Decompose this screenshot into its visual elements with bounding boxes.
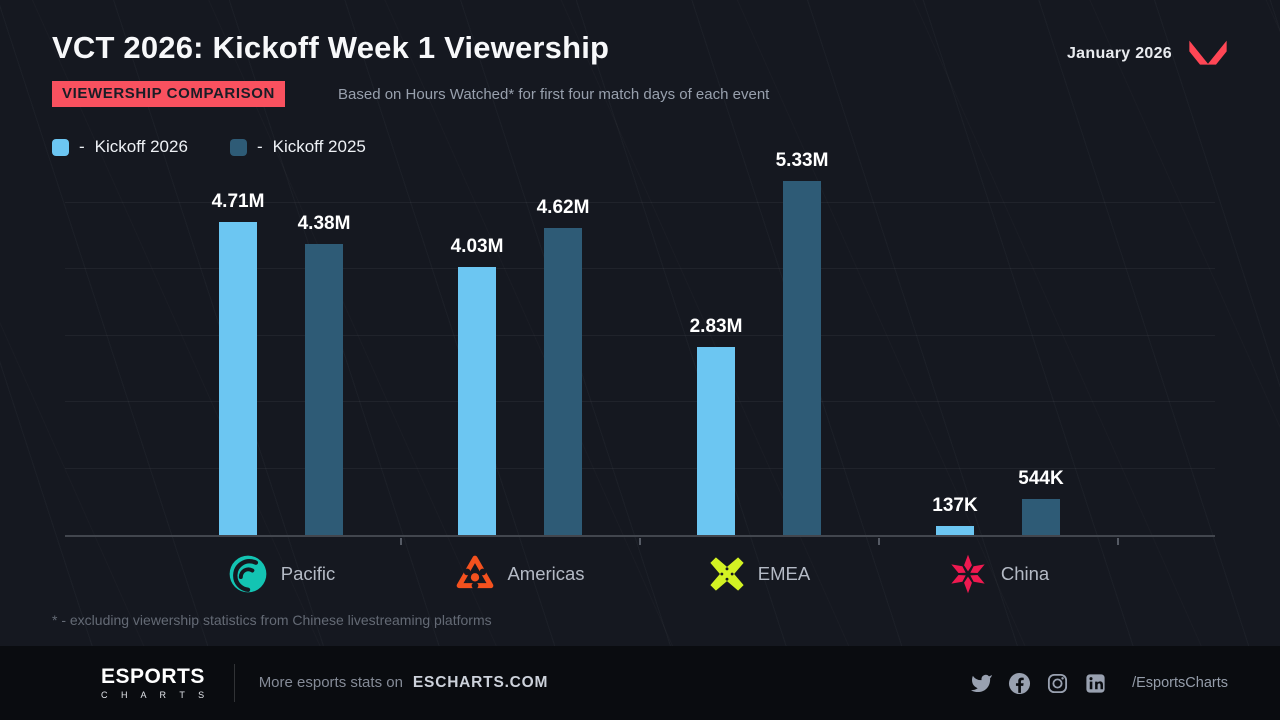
bar-value-label: 4.03M — [450, 236, 504, 258]
esports-charts-brand: ESPORTS C H A R T S — [52, 664, 210, 702]
bar-value-label: 4.62M — [536, 197, 590, 219]
bar-group-emea: 2.83M 5.33M — [640, 150, 878, 535]
header-right: January 2026 — [1067, 38, 1228, 69]
bar-value-label: 4.38M — [297, 213, 351, 235]
brand-name: ESPORTS — [101, 665, 205, 688]
linkedin-icon[interactable] — [1084, 672, 1107, 695]
bar — [219, 222, 257, 535]
bar-value-label: 544K — [1018, 467, 1064, 489]
axis-tick — [1117, 538, 1119, 545]
category-emea: EMEA — [640, 550, 878, 598]
bar-americas-2025: 4.62M — [537, 150, 589, 535]
legend-item-kickoff-2025: - Kickoff 2025 — [229, 137, 366, 157]
legend-dash: - — [256, 137, 263, 156]
category-label: Americas — [507, 563, 585, 584]
bar-group-china: 137K 544K — [879, 150, 1117, 535]
instagram-icon[interactable] — [1046, 672, 1069, 695]
bar — [544, 228, 582, 535]
legend-label-2025: Kickoff 2025 — [272, 137, 366, 156]
category-label: China — [1000, 563, 1050, 584]
viewership-comparison-badge: VIEWERSHIP COMPARISON — [52, 81, 285, 107]
category-label: Pacific — [280, 563, 336, 584]
bar-pacific-2026: 4.71M — [212, 150, 264, 535]
legend-dash: - — [79, 137, 85, 156]
axis-tick — [400, 538, 402, 545]
valorant-icon — [1188, 38, 1228, 69]
subtitle: Based on Hours Watched* for first four m… — [338, 86, 770, 103]
bar — [783, 181, 821, 535]
stats-text: More esports stats on — [258, 674, 403, 691]
legend-item-kickoff-2026: - Kickoff 2026 — [52, 137, 188, 157]
legend: - Kickoff 2026 - Kickoff 2025 — [52, 137, 366, 157]
bar-china-2026: 137K — [932, 150, 978, 535]
category-americas: Americas — [401, 550, 639, 598]
bar-value-label: 137K — [932, 494, 978, 516]
twitter-icon[interactable] — [970, 672, 993, 695]
bar-value-label: 2.83M — [689, 316, 743, 338]
bar-emea-2026: 2.83M — [690, 150, 742, 535]
page-title: VCT 2026: Kickoff Week 1 Viewership — [52, 30, 610, 65]
bar-pacific-2025: 4.38M — [298, 150, 350, 535]
category-axis: Pacific Americas — [65, 550, 1215, 598]
footer-social: /EsportsCharts — [970, 672, 1228, 695]
footer-divider — [233, 664, 235, 702]
footnote: * - excluding viewership statistics from… — [52, 612, 492, 628]
bar — [305, 244, 343, 535]
gridline — [65, 268, 1215, 270]
category-pacific: Pacific — [162, 550, 400, 598]
gridline — [65, 334, 1215, 336]
category-label: EMEA — [757, 563, 811, 584]
legend-swatch-2025 — [229, 138, 247, 156]
bar-emea-2025: 5.33M — [776, 150, 828, 535]
bar-group-pacific: 4.71M 4.38M — [162, 150, 400, 535]
social-handle[interactable]: /EsportsCharts — [1132, 675, 1228, 691]
bar-value-label: 5.33M — [775, 150, 829, 172]
bar — [1022, 498, 1060, 535]
emea-icon — [708, 555, 746, 593]
pacific-icon — [227, 553, 269, 595]
americas-icon — [455, 554, 495, 594]
footer: ESPORTS C H A R T S More esports stats o… — [0, 646, 1280, 720]
facebook-icon[interactable] — [1008, 672, 1031, 695]
axis-tick — [878, 538, 880, 545]
category-china: China — [879, 550, 1117, 598]
brand-text: ESPORTS C H A R T S — [101, 666, 210, 700]
bar — [458, 267, 496, 535]
bar-group-americas: 4.03M 4.62M — [401, 150, 639, 535]
date-label: January 2026 — [1066, 44, 1172, 62]
gridline — [65, 202, 1215, 203]
bar-value-label: 4.71M — [211, 191, 265, 213]
bar-americas-2026: 4.03M — [451, 150, 503, 535]
bar — [936, 525, 974, 535]
gridline — [65, 467, 1215, 469]
bar-chart: 4.71M 4.38M 4.03M 4.62M 2.83M — [65, 150, 1215, 545]
bar — [697, 347, 735, 535]
gridline — [65, 401, 1215, 403]
bar-china-2025: 544K — [1018, 150, 1064, 535]
esports-charts-logo-icon — [52, 664, 90, 702]
brand-sub: C H A R T S — [101, 690, 210, 700]
stats-line: More esports stats on ESCHARTS.COM — [259, 674, 549, 692]
china-icon — [947, 553, 989, 595]
legend-label-2026: Kickoff 2026 — [94, 137, 188, 156]
escharts-link[interactable]: ESCHARTS.COM — [412, 674, 549, 691]
legend-swatch-2026 — [52, 138, 69, 156]
axis-tick — [639, 538, 641, 545]
